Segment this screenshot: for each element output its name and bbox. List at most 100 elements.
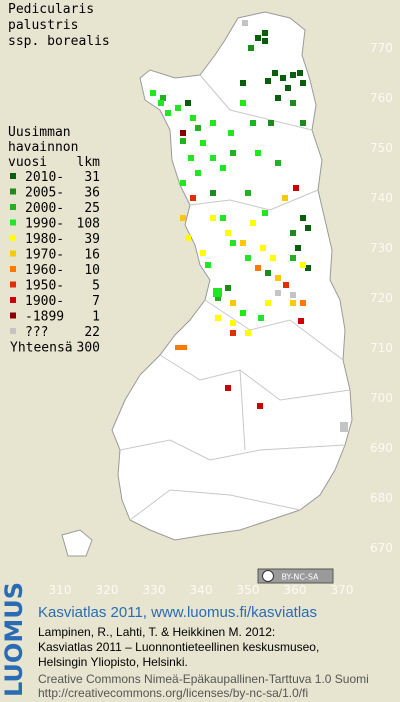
legend-year-header: vuosi — [8, 155, 47, 170]
y-grid-label: 680 — [370, 491, 393, 505]
observation-square — [280, 75, 286, 81]
observation-square — [215, 295, 221, 301]
observation-square — [248, 45, 254, 51]
observation-square — [300, 120, 306, 126]
title-line: ssp. borealis — [8, 34, 110, 49]
y-grid-label: 700 — [370, 391, 393, 405]
observation-square — [255, 35, 261, 41]
badge-box — [257, 568, 334, 584]
observation-square — [180, 138, 186, 144]
legend-swatch — [10, 250, 16, 257]
x-grid-label: 330 — [143, 583, 166, 597]
observation-square — [242, 20, 248, 26]
license-url[interactable]: http://creativecommons.org/licenses/by-n… — [38, 686, 308, 700]
badge-text: BY-NC-SA — [281, 573, 319, 582]
observation-square — [272, 70, 278, 76]
observation-square — [240, 240, 246, 246]
observation-square — [250, 120, 256, 126]
observation-square — [180, 180, 186, 186]
citation-line: Kasviatlas 2011 – Luonnontieteellinen ke… — [38, 640, 319, 654]
observation-square — [293, 185, 299, 191]
observation-square — [188, 155, 194, 161]
observation-square — [240, 80, 246, 86]
legend-heading: havainnon — [8, 140, 78, 155]
x-grid-label: 370 — [331, 583, 354, 597]
region-borders — [119, 74, 351, 521]
y-grid-label: 760 — [370, 91, 393, 105]
legend-count: 39 — [84, 232, 100, 247]
observation-square — [160, 95, 166, 101]
x-grid-label: 310 — [49, 583, 72, 597]
observation-square — [245, 330, 251, 336]
observation-square — [305, 225, 311, 231]
observation-square — [282, 195, 288, 201]
observation-square — [210, 215, 216, 221]
observation-square — [213, 288, 222, 297]
logo: LUOMUS — [0, 582, 28, 697]
legend-count: 7 — [92, 294, 100, 309]
observation-square — [283, 282, 289, 288]
observation-square — [158, 100, 164, 106]
observation-square — [195, 125, 201, 131]
observation-square — [297, 70, 303, 76]
title-line: palustris — [8, 18, 78, 33]
legend-label: 1970- — [25, 248, 64, 263]
observation-square — [300, 80, 306, 86]
legend-label: 1990- — [25, 217, 64, 232]
legend-label: 2000- — [25, 201, 64, 216]
observation-square — [200, 250, 206, 256]
legend-count: 25 — [84, 201, 100, 216]
citation-line: Helsingin Yliopisto, Helsinki. — [38, 655, 188, 669]
observation-square — [290, 72, 296, 78]
legend-swatch — [10, 281, 16, 288]
observation-square — [228, 130, 234, 136]
x-grid-label: 340 — [190, 583, 213, 597]
legend-swatch — [10, 219, 16, 226]
atlas-link[interactable]: Kasviatlas 2011, www.luomus.fi/kasviatla… — [38, 604, 317, 621]
legend-label: 2005- — [25, 186, 64, 201]
legend-label: 1980- — [25, 232, 64, 247]
legend-label: 1950- — [25, 279, 64, 294]
observation-square — [190, 195, 196, 201]
cc-icon — [262, 570, 274, 582]
observation-square — [240, 310, 246, 316]
observation-square — [262, 210, 268, 216]
observation-square — [230, 240, 236, 246]
observation-square — [225, 230, 231, 236]
observation-square — [257, 403, 263, 409]
observation-square — [300, 262, 306, 268]
y-grid-label: 690 — [370, 441, 393, 455]
observation-square — [268, 120, 274, 126]
observation-square — [275, 160, 281, 166]
observation-square — [230, 320, 236, 326]
observation-square — [290, 100, 296, 106]
legend-count: 36 — [84, 186, 100, 201]
observation-square — [295, 245, 301, 251]
title-line: Pedicularis — [8, 2, 94, 17]
legend-count: 5 — [92, 279, 100, 294]
y-grid-label: 770 — [370, 41, 393, 55]
license-line: Creative Commons Nimeä-Epäkaupallinen-Ta… — [38, 672, 369, 686]
legend-swatch — [10, 266, 16, 272]
observation-square — [290, 300, 296, 306]
observation-square — [225, 385, 231, 391]
observation-square — [255, 150, 261, 156]
legend-label: 2010- — [25, 170, 64, 185]
legend-swatch — [10, 173, 16, 179]
observation-square — [298, 318, 304, 324]
observation-square — [210, 190, 216, 196]
observation-square — [230, 330, 236, 336]
observation-square — [258, 315, 264, 321]
legend-swatch — [10, 188, 16, 195]
observation-square — [245, 255, 251, 261]
map — [61, 11, 353, 557]
observation-square — [210, 120, 216, 126]
observation-square — [255, 265, 261, 271]
x-grid-label: 360 — [284, 583, 307, 597]
observation-square — [175, 345, 187, 350]
legend-count: 31 — [84, 170, 100, 185]
legend-heading: Uusimman — [8, 125, 71, 140]
observation-square — [290, 292, 296, 298]
observation-square — [275, 275, 281, 281]
observation-square — [165, 110, 171, 116]
